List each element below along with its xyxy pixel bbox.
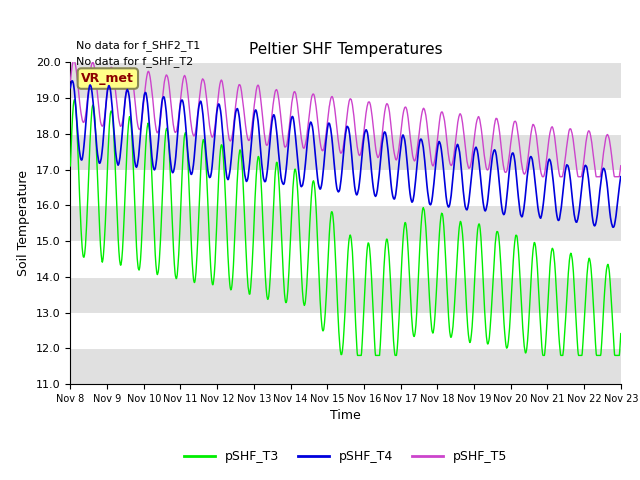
X-axis label: Time: Time bbox=[330, 409, 361, 422]
Title: Peltier SHF Temperatures: Peltier SHF Temperatures bbox=[249, 42, 442, 57]
Line: pSHF_T3: pSHF_T3 bbox=[70, 100, 621, 355]
pSHF_T4 bbox=[132, 164, 140, 169]
pSHF_T3 bbox=[109, 124, 117, 130]
pSHF_T5 bbox=[67, 78, 74, 84]
pSHF_T3 bbox=[67, 163, 74, 169]
pSHF_T5 bbox=[539, 174, 547, 180]
pSHF_T3 bbox=[70, 97, 78, 103]
pSHF_T5 bbox=[70, 58, 77, 63]
pSHF_T4 bbox=[300, 171, 308, 177]
pSHF_T4 bbox=[312, 156, 319, 162]
pSHF_T5 bbox=[312, 101, 319, 107]
pSHF_T5 bbox=[617, 163, 625, 168]
pSHF_T5 bbox=[380, 115, 388, 120]
pSHF_T3 bbox=[354, 352, 362, 358]
Legend: pSHF_T3, pSHF_T4, pSHF_T5: pSHF_T3, pSHF_T4, pSHF_T5 bbox=[179, 445, 513, 468]
pSHF_T4 bbox=[67, 85, 74, 91]
pSHF_T3 bbox=[132, 227, 140, 233]
pSHF_T3 bbox=[300, 302, 308, 308]
Y-axis label: Soil Temperature: Soil Temperature bbox=[17, 170, 30, 276]
pSHF_T4 bbox=[617, 174, 625, 180]
Bar bbox=[70, 277, 621, 312]
pSHF_T3 bbox=[617, 331, 625, 336]
pSHF_T4 bbox=[109, 120, 117, 126]
Bar bbox=[70, 205, 621, 241]
Bar bbox=[70, 348, 621, 384]
pSHF_T4 bbox=[380, 130, 388, 136]
Line: pSHF_T4: pSHF_T4 bbox=[70, 81, 621, 227]
pSHF_T5 bbox=[132, 107, 140, 113]
Bar bbox=[70, 134, 621, 169]
pSHF_T4 bbox=[609, 224, 617, 230]
Text: VR_met: VR_met bbox=[81, 72, 134, 85]
Text: No data for f_SHF2_T1: No data for f_SHF2_T1 bbox=[76, 40, 200, 51]
pSHF_T5 bbox=[109, 71, 117, 76]
pSHF_T3 bbox=[312, 198, 319, 204]
Text: No data for f_SHF_T2: No data for f_SHF_T2 bbox=[76, 56, 193, 67]
pSHF_T3 bbox=[322, 305, 330, 311]
pSHF_T4 bbox=[322, 142, 330, 147]
Line: pSHF_T5: pSHF_T5 bbox=[70, 60, 621, 177]
pSHF_T5 bbox=[300, 145, 308, 151]
pSHF_T3 bbox=[381, 258, 388, 264]
pSHF_T4 bbox=[68, 78, 76, 84]
pSHF_T5 bbox=[322, 135, 330, 141]
Bar bbox=[70, 62, 621, 98]
